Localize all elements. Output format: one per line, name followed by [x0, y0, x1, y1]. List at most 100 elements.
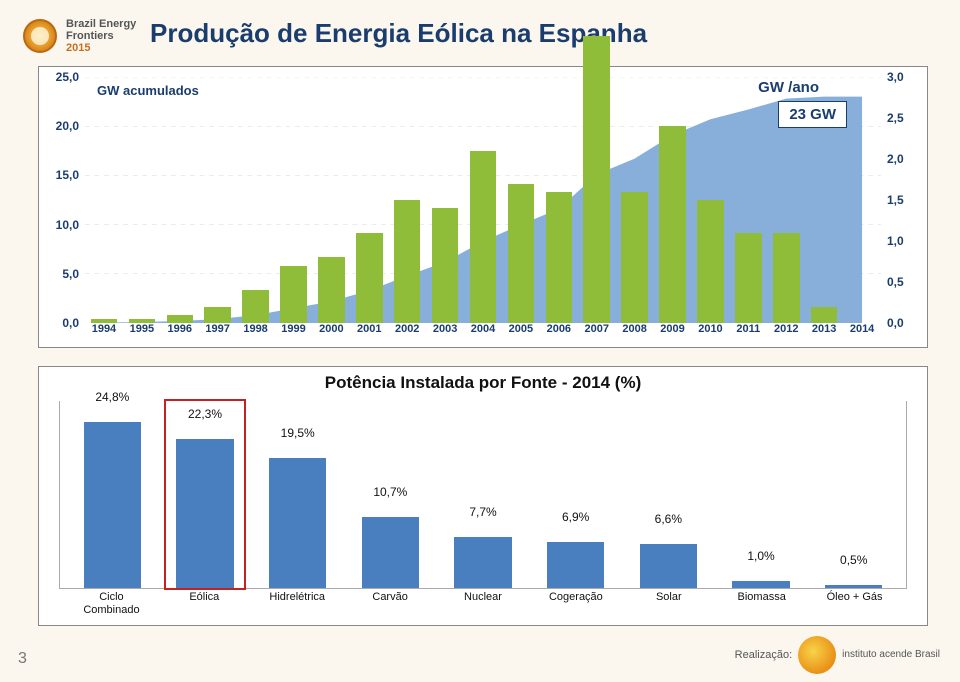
annual-bar: [394, 200, 421, 323]
x-tick: 2009: [654, 323, 692, 347]
annual-bar: [318, 257, 345, 323]
source-bar: [547, 542, 604, 588]
annual-bar: [546, 192, 573, 323]
annual-bar: [735, 233, 762, 323]
x-tick: 2007: [578, 323, 616, 347]
source-bar: [825, 585, 882, 588]
x-tick: 2002: [388, 323, 426, 347]
page-title: Produção de Energia Eólica na Espanha: [150, 18, 647, 49]
x2-tick: Carvão: [344, 591, 437, 619]
x-tick: 1999: [275, 323, 313, 347]
bar-value-label: 10,7%: [373, 485, 407, 501]
y-left-tick: 25,0: [56, 70, 79, 84]
x-tick: 2013: [805, 323, 843, 347]
legend-annual: GW /ano: [758, 79, 819, 96]
bar-value-label: 6,9%: [562, 510, 589, 526]
x2-tick: CicloCombinado: [65, 591, 158, 619]
annual-bar: [204, 307, 231, 323]
highlight-eolica: [164, 399, 246, 590]
wind-spain-chart: 0,05,010,015,020,025,0 0,00,51,01,52,02,…: [38, 66, 928, 348]
bar-value-label: 24,8%: [95, 390, 129, 406]
y-right-tick: 3,0: [887, 70, 904, 84]
x-tick: 2003: [426, 323, 464, 347]
source-bar-slot: 1,0%: [715, 401, 808, 588]
source-bar: [454, 537, 511, 588]
y-right-tick: 0,5: [887, 275, 904, 289]
x2-tick: Óleo + Gás: [808, 591, 901, 619]
source-bar-slot: 19,5%: [251, 401, 344, 588]
conference-logo: Brazil Energy Frontiers 2015: [20, 16, 136, 56]
source-bar: [732, 581, 789, 588]
x-tick: 1995: [123, 323, 161, 347]
x-tick: 2006: [540, 323, 578, 347]
chart2-title: Potência Instalada por Fonte - 2014 (%): [39, 373, 927, 393]
source-bar-slot: 0,5%: [807, 401, 900, 588]
x-tick: 2012: [767, 323, 805, 347]
x-tick: 1996: [161, 323, 199, 347]
annual-bar: [470, 151, 497, 323]
footer-text: Realização:: [735, 649, 792, 661]
logo-line1: Brazil Energy: [66, 18, 136, 30]
x-tick: 2005: [502, 323, 540, 347]
y-right-tick: 1,0: [887, 234, 904, 248]
bar-value-label: 1,0%: [747, 549, 774, 565]
logo-line2: Frontiers: [66, 30, 136, 42]
annual-bar: [167, 315, 194, 323]
annual-bar: [356, 233, 383, 323]
annual-bar: [811, 307, 838, 323]
x2-tick: Solar: [622, 591, 715, 619]
plot-area: GW acumulados GW /ano 23 GW: [85, 77, 881, 323]
x-tick: 1998: [237, 323, 275, 347]
annual-bar: [280, 266, 307, 323]
logo-year: 2015: [66, 42, 136, 54]
annual-bar: [773, 233, 800, 323]
plot2-area: 24,8%22,3%19,5%10,7%7,7%6,9%6,6%1,0%0,5%: [59, 401, 907, 589]
acende-logo-icon: [798, 636, 836, 674]
source-bar-slot: 7,7%: [437, 401, 530, 588]
bar-value-label: 7,7%: [469, 505, 496, 521]
source-bar-slot: 6,9%: [529, 401, 622, 588]
page-number: 3: [18, 650, 27, 668]
x-tick: 2000: [312, 323, 350, 347]
x-tick: 2014: [843, 323, 881, 347]
footer-brand: instituto acende Brasil: [842, 650, 940, 660]
bar-value-label: 19,5%: [281, 426, 315, 442]
y-right-tick: 0,0: [887, 316, 904, 330]
source-bar-slot: 10,7%: [344, 401, 437, 588]
annual-bar: [583, 36, 610, 323]
annual-bar: [432, 208, 459, 323]
y-axis-left: 0,05,010,015,020,025,0: [39, 77, 85, 323]
x-axis: 1994199519961997199819992000200120022003…: [85, 323, 881, 347]
x2-tick: Cogeração: [529, 591, 622, 619]
footer: Realização: instituto acende Brasil: [735, 636, 940, 674]
x2-tick: Hidrelétrica: [251, 591, 344, 619]
y-left-tick: 10,0: [56, 218, 79, 232]
source-bar: [362, 517, 419, 588]
x-tick: 2001: [350, 323, 388, 347]
annual-bar: [659, 126, 686, 323]
capacity-by-source-chart: Potência Instalada por Fonte - 2014 (%) …: [38, 366, 928, 626]
y-right-tick: 2,0: [887, 152, 904, 166]
x-tick: 1994: [85, 323, 123, 347]
source-bar-slot: 24,8%: [66, 401, 159, 588]
y-axis-right: 0,00,51,01,52,02,53,0: [881, 77, 927, 323]
x-tick: 2008: [616, 323, 654, 347]
y-left-tick: 15,0: [56, 168, 79, 182]
annual-bar: [697, 200, 724, 323]
source-bar: [269, 458, 326, 588]
sun-icon: [20, 16, 60, 56]
y-left-tick: 5,0: [62, 267, 79, 281]
badge-total: 23 GW: [778, 101, 847, 128]
x-tick: 2004: [464, 323, 502, 347]
y-right-tick: 1,5: [887, 193, 904, 207]
x2-tick: Nuclear: [437, 591, 530, 619]
x2-tick: Eólica: [158, 591, 251, 619]
x-axis-2: CicloCombinadoEólicaHidrelétricaCarvãoNu…: [65, 591, 901, 619]
x-tick: 2011: [729, 323, 767, 347]
bar-value-label: 0,5%: [840, 553, 867, 569]
annual-bar: [621, 192, 648, 323]
source-bar: [640, 544, 697, 588]
y-left-tick: 0,0: [62, 316, 79, 330]
y-left-tick: 20,0: [56, 119, 79, 133]
x2-tick: Biomassa: [715, 591, 808, 619]
